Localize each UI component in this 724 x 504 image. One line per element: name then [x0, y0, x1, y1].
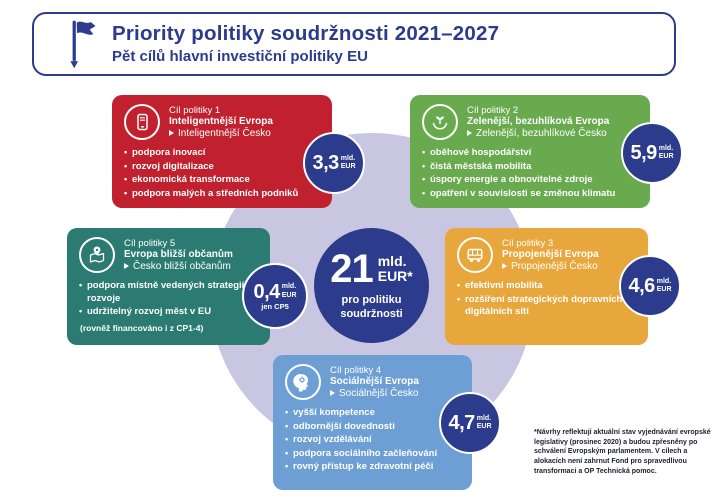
badge-cp2-amount: 5,9 mld. EUR	[621, 122, 683, 184]
triangle-icon	[467, 130, 472, 137]
badge-cp5-note: jen CP5	[261, 301, 289, 311]
policy-3-label: Cíl politiky 3	[502, 237, 554, 249]
policy-5-europe-title: Evropa bližší občanům	[124, 248, 233, 260]
policy-card-1: Cíl politiky 1 Inteligentnější Evropa In…	[112, 95, 332, 208]
bullet-item: čistá městská mobilita	[422, 161, 640, 174]
bullet-item: podpora inovací	[124, 147, 322, 160]
total-amount: 21	[330, 247, 373, 292]
policy-4-czech-title: Sociálnější Česko	[330, 388, 419, 400]
hands-plant-icon	[422, 104, 458, 140]
bullet-item: rozvoj vzdělávání	[285, 434, 462, 447]
policy-2-label: Cíl politiky 2	[467, 104, 519, 116]
bullet-item: rozšíření strategických dopravních a dig…	[457, 294, 638, 319]
bullet-item: opatření v souvislosti se změnou klimatu	[422, 188, 640, 201]
policy-4-bullets: vyšší kompetence odbornější dovednosti r…	[285, 407, 462, 474]
badge-value: 0,4	[253, 280, 280, 303]
bullet-item: podpora místně vedených strategií rozvoj…	[79, 280, 260, 305]
policy-3-europe-title: Propojenější Evropa	[502, 248, 599, 260]
badge-value: 4,7	[448, 412, 475, 434]
policy-4-europe-title: Sociálnější Evropa	[330, 375, 419, 387]
bullet-item: ekonomická transformace	[124, 174, 322, 187]
page-title: Priority politiky soudržnosti 2021–2027	[112, 21, 500, 45]
total-units: mld. EUR*	[377, 253, 413, 285]
policy-1-label: Cíl politiky 1	[169, 104, 221, 116]
total-budget-circle: 21 mld. EUR* pro politiku soudržnosti	[314, 228, 429, 343]
policy-card-2: Cíl politiky 2 Zelenější, bezuhlíková Ev…	[410, 95, 650, 208]
policy-1-czech-title: Inteligentnější Česko	[169, 128, 273, 140]
policy-5-czech-title: Česko bližší občanům	[124, 261, 233, 273]
smartphone-icon	[124, 104, 160, 140]
policy-5-funding-note: (rovněž financováno i z CP1-4)	[80, 322, 204, 333]
policy-card-3: Cíl politiky 3 Propojenější Evropa Propo…	[445, 228, 648, 345]
head-gear-icon	[285, 364, 321, 400]
badge-cp5-amount: 0,4 mld. EUR jen CP5	[242, 263, 308, 329]
policy-card-4: Cíl politiky 4 Sociálnější Evropa Sociál…	[273, 355, 472, 490]
badge-value: 4,6	[628, 275, 655, 297]
badge-value: 5,9	[630, 142, 657, 164]
policy-1-bullets: podpora inovací rozvoj digitalizace ekon…	[124, 147, 322, 200]
bullet-item: úspory energie a obnovitelné zdroje	[422, 174, 640, 187]
badge-value: 3,3	[312, 152, 339, 174]
policy-5-label: Cíl politiky 5	[124, 237, 176, 249]
bullet-item: oběhové hospodářství	[422, 147, 640, 160]
bullet-item: podpora sociálního začleňování	[285, 448, 462, 461]
bullet-item: efektivní mobilita	[457, 280, 638, 293]
policy-2-europe-title: Zelenější, bezuhlíková Evropa	[467, 115, 610, 127]
policy-4-label: Cíl politiky 4	[330, 364, 382, 376]
badge-units: mld. EUR	[281, 283, 297, 299]
policy-5-bullets: podpora místně vedených strategií rozvoj…	[79, 280, 260, 319]
triangle-icon	[169, 130, 174, 137]
policy-card-2-head: Cíl politiky 2 Zelenější, bezuhlíková Ev…	[422, 104, 640, 140]
policy-3-czech-title: Propojenější Česko	[502, 261, 599, 273]
map-pin-icon	[79, 237, 115, 273]
policy-3-bullets: efektivní mobilita rozšíření strategický…	[457, 280, 638, 319]
bullet-item: rozvoj digitalizace	[124, 161, 322, 174]
header-text: Priority politiky soudržnosti 2021–2027 …	[112, 21, 500, 66]
triangle-icon	[502, 263, 507, 270]
badge-cp3-amount: 4,6 mld. EUR	[619, 255, 681, 317]
bullet-item: rovný přístup ke zdravotní péči	[285, 461, 462, 474]
bullet-item: vyšší kompetence	[285, 407, 462, 420]
footnote: *Návrhy reflektují aktuální stav vyjedná…	[534, 429, 711, 475]
policy-2-czech-title: Zelenější, bezuhlíkové Česko	[467, 128, 609, 140]
bus-icon	[457, 237, 493, 273]
badge-units: mld. EUR	[476, 414, 492, 430]
badge-units: mld. EUR	[658, 144, 674, 160]
policy-2-bullets: oběhové hospodářství čistá městská mobil…	[422, 147, 640, 200]
policy-card-3-head: Cíl politiky 3 Propojenější Evropa Propo…	[457, 237, 638, 273]
flag-icon	[70, 20, 96, 69]
badge-cp4-amount: 4,7 mld. EUR	[439, 392, 501, 454]
badge-units: mld. EUR	[340, 154, 356, 170]
page-subtitle: Pět cílů hlavní investiční politiky EU	[112, 48, 368, 66]
bullet-item: podpora malých a středních podniků	[124, 188, 322, 201]
bullet-item: udržitelný rozvoj měst v EU	[79, 306, 260, 319]
badge-units: mld. EUR	[656, 277, 672, 293]
policy-1-europe-title: Inteligentnější Evropa	[169, 115, 273, 127]
policy-card-5: Cíl politiky 5 Evropa bližší občanům Čes…	[67, 228, 270, 345]
policy-card-5-head: Cíl politiky 5 Evropa bližší občanům Čes…	[79, 237, 260, 273]
badge-cp1-amount: 3,3 mld. EUR	[303, 132, 365, 194]
triangle-icon	[330, 390, 335, 397]
triangle-icon	[124, 263, 129, 270]
policy-card-4-head: Cíl politiky 4 Sociálnější Evropa Sociál…	[285, 364, 462, 400]
header-banner: Priority politiky soudržnosti 2021–2027 …	[32, 12, 676, 76]
total-caption: pro politiku soudržnosti	[340, 294, 403, 320]
bullet-item: odbornější dovednosti	[285, 421, 462, 434]
policy-card-1-head: Cíl politiky 1 Inteligentnější Evropa In…	[124, 104, 322, 140]
